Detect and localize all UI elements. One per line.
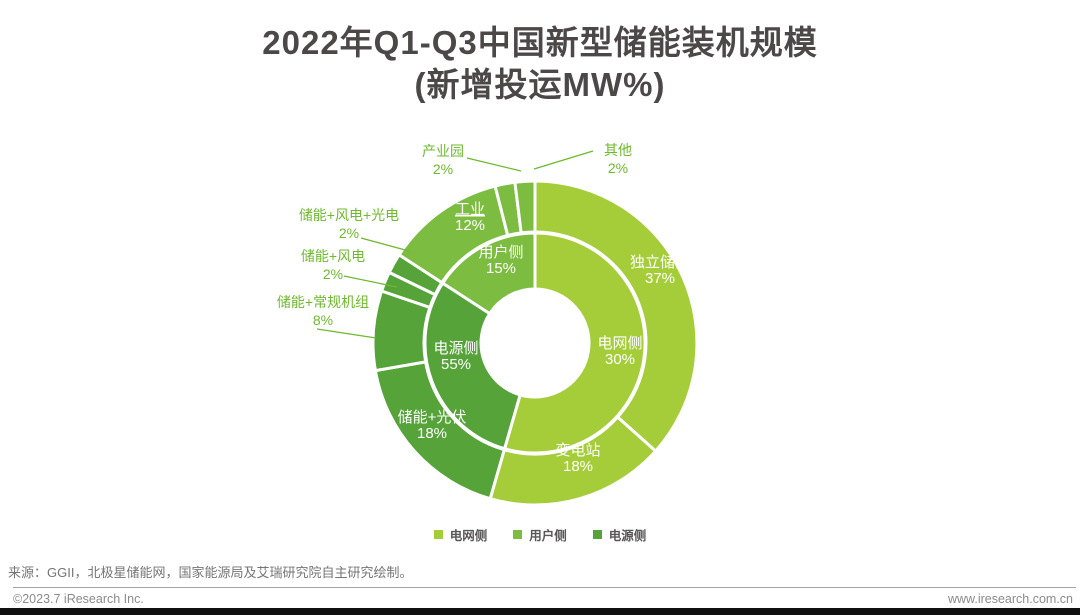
slice-pct: 12% [455,217,485,234]
slice-label: 独立储能 [630,254,690,271]
slice-pct: 55% [441,356,471,373]
legend-label: 电源侧 [608,529,647,543]
slice-pct: 2% [433,161,453,177]
slice-pct: 2% [323,266,343,282]
label-leader-line [466,157,522,172]
slice-pct: 2% [608,160,628,176]
page-title: 2022年Q1-Q3中国新型储能装机规模 (新增投运MW%) [0,22,1080,106]
legend-label: 电网侧 [449,529,488,543]
slice-label: 工业 [455,201,485,218]
copyright-text: ©2023.7 iResearch Inc. [13,592,144,606]
footer-divider [13,587,1076,588]
website-url: www.iresearch.com.cn [947,592,1073,606]
label-leader-line [533,150,594,170]
slice-label: 储能+风电 [301,248,365,264]
legend-item-grid-side: 电网侧 [433,525,488,544]
legend-swatch [592,530,602,539]
legend-item-power-side: 电源侧 [592,525,647,544]
title-line-2: (新增投运MW%) [414,66,666,103]
bottom-black-bar [0,608,1080,615]
outer-ring-slice [533,179,699,454]
slice-label: 储能+风电+光电 [299,207,399,223]
label-leader-line [343,275,398,288]
legend-swatch [513,530,523,539]
title-line-1: 2022年Q1-Q3中国新型储能装机规模 [262,24,818,61]
legend-label: 用户侧 [529,529,567,543]
slice-label: 产业园 [422,143,464,159]
source-note: 来源：GGII，北极星储能网，国家能源局及艾瑞研究院自主研究绘制。 [8,565,413,580]
slice-label: 电源侧 [433,340,478,357]
slice-pct: 30% [605,351,635,368]
legend-item-user-side: 用户侧 [513,525,567,544]
label-leader-line [316,328,377,339]
slice-label: 储能+光伏 [398,409,467,426]
chart-legend: 电网侧 用户侧 电源侧 [0,525,1080,544]
slice-pct: 18% [417,425,447,442]
slice-pct: 8% [313,312,333,328]
slice-pct: 37% [645,270,675,287]
slice-label: 用户侧 [478,244,523,261]
legend-swatch [433,530,443,539]
slice-label: 其他 [604,142,632,158]
slice-label: 变电站 [555,442,600,459]
slice-pct: 15% [486,260,516,277]
slice-label: 电网侧 [597,335,642,352]
slice-pct: 2% [339,225,359,241]
slice-pct: 18% [563,458,593,475]
slice-label: 储能+常规机组 [277,294,369,310]
label-leader-line [360,237,410,252]
outer-ring-slice [513,179,537,235]
